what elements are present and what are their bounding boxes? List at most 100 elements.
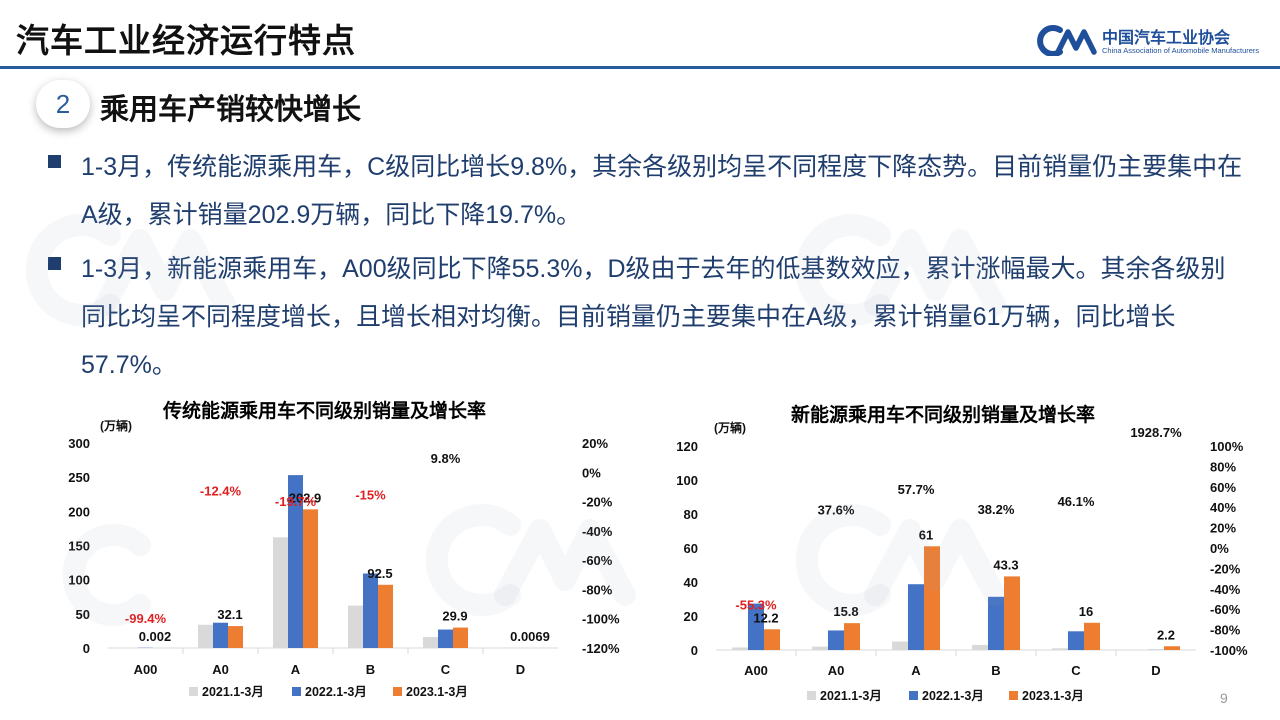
legend-label: 2022.1-3月	[305, 685, 367, 699]
legend-swatch	[292, 687, 301, 696]
bullet-square-icon	[48, 257, 61, 270]
x-axis-category-label: B	[991, 663, 1000, 678]
y-axis-tick-label: 150	[68, 539, 90, 554]
data-value-label: 29.9	[442, 609, 467, 624]
x-axis-category-label: D	[516, 662, 525, 677]
x-axis-category-label: A	[291, 662, 301, 677]
y2-axis-tick-label: 60%	[1210, 480, 1236, 495]
y2-axis-tick-label: -60%	[1210, 602, 1241, 617]
bar-2023.1-3月	[764, 629, 780, 650]
logo-english-name: China Association of Automobile Manufact…	[1102, 46, 1260, 55]
y2-axis-tick-label: 20%	[1210, 521, 1236, 536]
bar-2021.1-3月	[348, 605, 363, 648]
bar-2022.1-3月	[363, 573, 378, 648]
bar-2021.1-3月	[732, 647, 748, 650]
y-axis-tick-label: 300	[68, 436, 90, 451]
growth-rate-label: -19.7%	[275, 494, 317, 509]
y-axis-tick-label: 100	[676, 473, 698, 488]
y-axis-unit-label: (万辆)	[100, 418, 132, 433]
bar-2023.1-3月	[1164, 646, 1180, 650]
legend-label: 2023.1-3月	[406, 685, 468, 699]
bar-2023.1-3月	[378, 584, 393, 648]
bar-2023.1-3月	[453, 627, 468, 648]
bar-2021.1-3月	[1052, 648, 1068, 650]
header-divider	[0, 66, 1280, 69]
growth-rate-label: -12.4%	[200, 483, 242, 498]
data-value-label: 43.3	[993, 557, 1018, 572]
page-number: 9	[1220, 690, 1228, 706]
caam-logo-icon	[1037, 25, 1097, 56]
bar-2021.1-3月	[198, 624, 213, 648]
data-value-label: 61	[919, 527, 933, 542]
page-header-title: 汽车工业经济运行特点	[16, 22, 356, 59]
chart-title: 传统能源乘用车不同级别销量及增长率	[163, 401, 487, 422]
y2-axis-tick-label: 40%	[1210, 500, 1236, 515]
y2-axis-tick-label: -40%	[582, 524, 613, 539]
y2-axis-tick-label: -20%	[582, 495, 613, 510]
legend-label: 2021.1-3月	[202, 685, 264, 699]
x-axis-category-label: C	[441, 662, 451, 677]
bar-2022.1-3月	[1068, 631, 1084, 650]
x-axis-category-label: A	[911, 663, 921, 678]
bullet-square-icon	[48, 155, 61, 168]
bar-2023.1-3月	[924, 546, 940, 650]
bar-2023.1-3月	[228, 626, 243, 648]
x-axis-category-label: A0	[212, 662, 229, 677]
y2-axis-tick-label: -100%	[582, 612, 620, 627]
chart-title: 新能源乘用车不同级别销量及增长率	[791, 405, 1096, 426]
bar-2022.1-3月	[438, 629, 453, 648]
growth-rate-label: -55.3%	[735, 597, 777, 612]
y-axis-tick-label: 40	[684, 575, 698, 590]
caam-logo: 中国汽车工业协会 China Association of Automobile…	[1036, 22, 1280, 66]
y-axis-tick-label: 80	[684, 507, 698, 522]
data-value-label: 92.5	[367, 566, 392, 581]
legend-swatch	[909, 691, 918, 700]
bar-2021.1-3月	[972, 644, 988, 650]
bar-2022.1-3月	[213, 622, 228, 648]
x-axis-category-label: C	[1071, 663, 1081, 678]
section-title: 乘用车产销较快增长	[100, 94, 362, 126]
y-axis-tick-label: 60	[684, 541, 698, 556]
y-axis-tick-label: 0	[691, 643, 698, 658]
bar-2022.1-3月	[288, 475, 303, 648]
bar-2021.1-3月	[812, 646, 828, 650]
bar-2023.1-3月	[303, 509, 318, 648]
bar-2023.1-3月	[844, 623, 860, 650]
y-axis-unit-label: (万辆)	[714, 420, 746, 435]
y2-axis-tick-label: -80%	[582, 582, 613, 597]
legend-label: 2022.1-3月	[922, 689, 984, 703]
growth-rate-label: 1928.7%	[1130, 425, 1182, 440]
x-axis-category-label: A0	[828, 663, 845, 678]
bar-2023.1-3月	[1004, 576, 1020, 650]
bar-2023.1-3月	[1084, 622, 1100, 650]
bullet-text: 1-3月，新能源乘用车，A00级同比下降55.3%，D级由于去年的低基数效应，累…	[81, 255, 1226, 379]
y2-axis-tick-label: -40%	[1210, 582, 1241, 597]
y2-axis-tick-label: 100%	[1210, 439, 1244, 454]
y2-axis-tick-label: -120%	[582, 641, 620, 656]
growth-rate-label: -99.4%	[125, 611, 167, 626]
y2-axis-tick-label: 0%	[1210, 541, 1229, 556]
x-axis-category-label: A00	[134, 662, 158, 677]
logo-chinese-name: 中国汽车工业协会	[1102, 30, 1231, 47]
legend-label: 2021.1-3月	[820, 689, 882, 703]
x-axis-category-label: A00	[744, 663, 768, 678]
x-axis-category-label: B	[366, 662, 375, 677]
y-axis-tick-label: 120	[676, 439, 698, 454]
y-axis-tick-label: 20	[684, 609, 698, 624]
growth-rate-label: 57.7%	[898, 482, 935, 497]
legend-swatch	[1009, 691, 1018, 700]
legend-swatch	[807, 691, 816, 700]
y-axis-tick-label: 0	[83, 641, 90, 656]
data-value-label: 15.8	[833, 604, 858, 619]
bar-2022.1-3月	[908, 584, 924, 650]
bar-2021.1-3月	[423, 637, 438, 648]
y-axis-tick-label: 200	[68, 504, 90, 519]
y2-axis-tick-label: 20%	[582, 436, 608, 451]
growth-rate-label: 38.2%	[978, 502, 1015, 517]
data-value-label: 0.0069	[510, 629, 550, 644]
bullet-text: 1-3月，传统能源乘用车，C级同比增长9.8%，其余各级别均呈不同程度下降态势。…	[81, 153, 1243, 229]
data-value-label: 32.1	[217, 607, 242, 622]
growth-rate-label: 46.1%	[1058, 494, 1095, 509]
